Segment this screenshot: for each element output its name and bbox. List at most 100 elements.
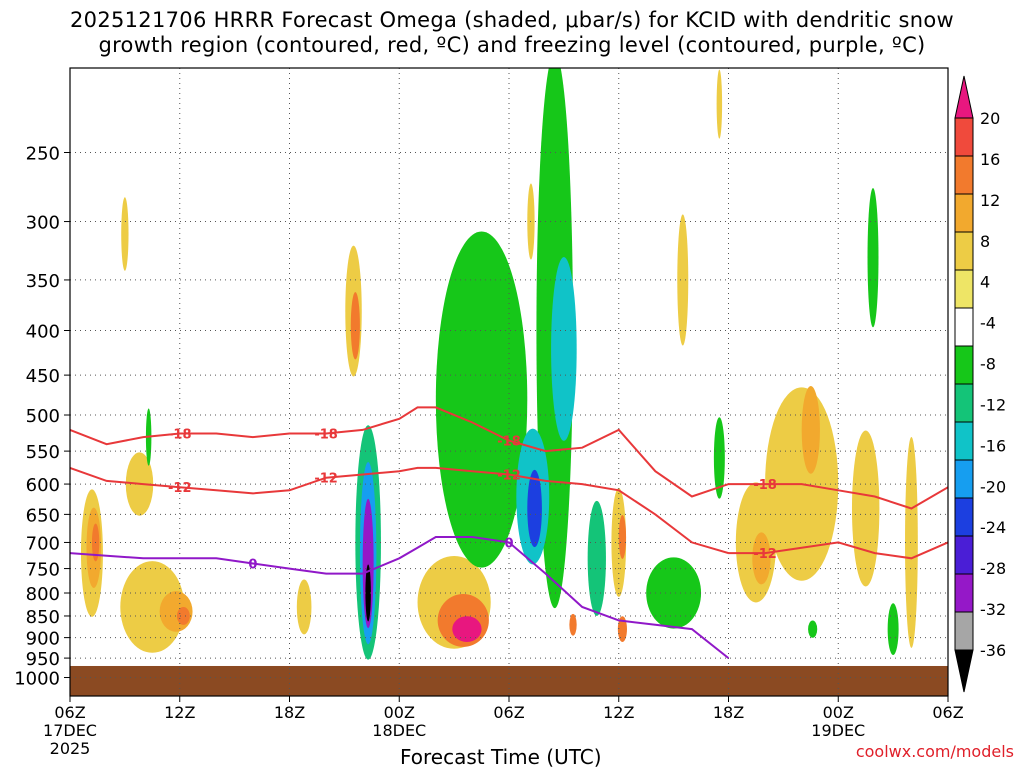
- colorbar-swatch-9: [954, 421, 974, 461]
- colorbar-label-11: -28: [980, 559, 1006, 578]
- y-tick-label-950: 950: [26, 649, 60, 670]
- colorbar-swatch-2: [954, 155, 974, 195]
- colorbar-swatch-14: [954, 611, 974, 651]
- x-tick-label-6: 18Z: [713, 703, 744, 722]
- omega-cell-30: [365, 564, 371, 622]
- y-tick-label-300: 300: [26, 213, 60, 234]
- y-tick-label-450: 450: [26, 366, 60, 387]
- y-tick-label-650: 650: [26, 505, 60, 526]
- credit-text: coolwx.com/models: [855, 742, 1014, 761]
- omega-cell-24: [677, 214, 689, 346]
- colorbar-swatch-3: [954, 193, 974, 233]
- y-tick-label-700: 700: [26, 533, 60, 554]
- omega-cell-36: [587, 500, 606, 616]
- omega-cell-37: [646, 557, 702, 629]
- omega-cell-21: [801, 385, 820, 474]
- colorbar-swatch-6: [954, 307, 974, 347]
- omega-cell-35: [527, 469, 542, 548]
- x-tick-year-0: 2025: [50, 739, 91, 758]
- omega-cell-6: [177, 607, 190, 625]
- contours: -18 -18 -18 -18 -12 -12 -12 -12 0 0: [70, 406, 948, 659]
- colorbar-label-8: -16: [980, 436, 1006, 455]
- contour-label-1-0: -12: [168, 481, 192, 496]
- colorbar-label-9: -20: [980, 477, 1006, 496]
- omega-cell-29: [362, 498, 374, 629]
- y-tick-label-550: 550: [26, 442, 60, 463]
- chart-title-line-2: growth region (contoured, red, ºC) and f…: [98, 33, 926, 57]
- contour-label-1-1: -12: [314, 472, 338, 487]
- colorbar-label-1: 16: [980, 150, 1000, 169]
- omega-cell-15: [618, 515, 627, 559]
- omega-cell-40: [887, 603, 899, 655]
- contour-label-1-3: -12: [753, 547, 777, 562]
- y-tick-label-400: 400: [26, 322, 60, 343]
- colorbar-label-13: -36: [980, 641, 1006, 660]
- omega-cell-41: [867, 188, 879, 328]
- contour-line-1: [70, 466, 948, 560]
- omega-cell-17: [569, 613, 577, 636]
- omega-cell-33: [551, 257, 577, 441]
- omega-cell-9: [350, 292, 360, 360]
- colorbar-label-3: 8: [980, 232, 990, 251]
- x-tick-date-3: 18DEC: [372, 721, 426, 740]
- omega-cell-31: [435, 231, 528, 568]
- contour-line-2: [70, 536, 730, 659]
- omega-cell-4: [120, 561, 185, 653]
- omega-cell-13: [452, 616, 482, 643]
- omega-cell-19: [752, 532, 771, 585]
- contour-label-0-2: -18: [497, 435, 521, 450]
- contour-label-1-2: -12: [497, 468, 521, 483]
- contour-label-0-3: -18: [753, 478, 777, 493]
- x-axis-title: Forecast Time (UTC): [400, 745, 602, 769]
- x-tick-label-5: 12Z: [603, 703, 634, 722]
- chart-title-line-1: 2025121706 HRRR Forecast Omega (shaded, …: [70, 8, 954, 32]
- x-tick-label-4: 06Z: [493, 703, 524, 722]
- y-tick-label-850: 850: [26, 607, 60, 628]
- y-tick-label-800: 800: [26, 584, 60, 605]
- colorbar-label-12: -32: [980, 600, 1006, 619]
- x-tick-date-7: 19DEC: [811, 721, 865, 740]
- x-tick-label-1: 12Z: [164, 703, 195, 722]
- omega-cell-23: [905, 437, 918, 648]
- omega-cell-3: [121, 197, 129, 271]
- colorbar-label-6: -8: [980, 355, 996, 374]
- x-tick-label-8: 06Z: [932, 703, 963, 722]
- colorbar-label-2: 12: [980, 191, 1000, 210]
- y-tick-label-750: 750: [26, 560, 60, 581]
- x-tick-label-2: 18Z: [274, 703, 305, 722]
- contour-label-0-0: -18: [168, 427, 192, 442]
- contour-label-0-1: -18: [314, 427, 338, 442]
- omega-cell-16: [617, 616, 627, 643]
- contour-label-2-0: 0: [248, 557, 257, 572]
- colorbar-top-arrow: [954, 75, 974, 119]
- colorbar-label-0: 20: [980, 109, 1000, 128]
- y-tick-label-600: 600: [26, 475, 60, 496]
- colorbar-label-4: 4: [980, 273, 990, 292]
- y-tick-label-350: 350: [26, 271, 60, 292]
- colorbar-label-7: -12: [980, 395, 1006, 414]
- colorbar-label-10: -24: [980, 518, 1006, 537]
- omega-cell-10: [296, 579, 312, 635]
- omega-cell-22: [851, 430, 880, 587]
- omega-cell-38: [713, 417, 725, 499]
- omega-cell-42: [808, 620, 818, 638]
- omega-cell-26: [716, 69, 723, 139]
- colorbar-swatch-12: [954, 535, 974, 575]
- y-tick-label-250: 250: [26, 144, 60, 165]
- y-tick-label-500: 500: [26, 406, 60, 427]
- x-tick-label-7: 00Z: [823, 703, 854, 722]
- colorbar-swatch-8: [954, 383, 974, 423]
- omega-shading: [80, 68, 918, 660]
- colorbar-swatch-5: [954, 269, 974, 309]
- x-tick-label-3: 00Z: [384, 703, 415, 722]
- colorbar-swatch-7: [954, 345, 974, 385]
- contour-line-0: [70, 406, 948, 510]
- colorbar-swatch-4: [954, 231, 974, 271]
- colorbar-swatch-10: [954, 459, 974, 499]
- ground-layer: [70, 665, 948, 696]
- contour-label-2-1: 0: [504, 536, 513, 551]
- y-tick-label-1000: 1000: [14, 669, 60, 690]
